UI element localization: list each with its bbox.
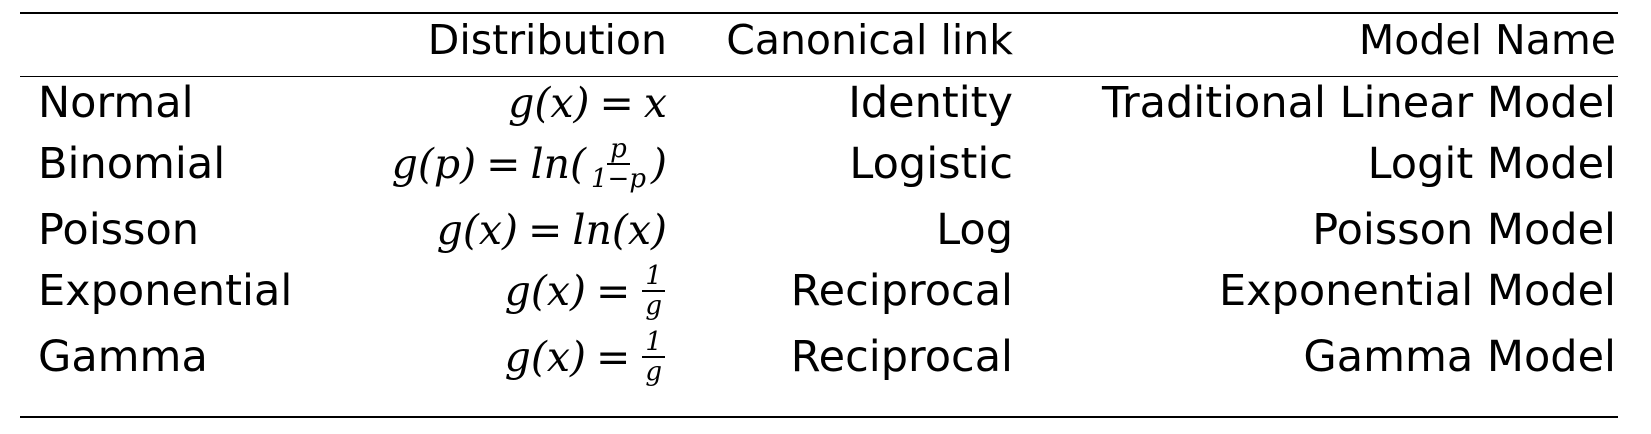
table-row: Gamma g(x) = 1 g Reciprocal Gamma Model bbox=[0, 324, 1651, 390]
formula-pre: ln( bbox=[530, 140, 587, 188]
canonical-link: Logistic bbox=[849, 139, 1013, 189]
canonical-link: Log bbox=[936, 205, 1013, 255]
table-bottom-rule bbox=[20, 416, 1618, 418]
link-formula: g(x) = ln(x) bbox=[437, 197, 667, 263]
distribution-name: Gamma bbox=[38, 332, 208, 382]
formula-equals: = bbox=[595, 267, 631, 315]
distribution-name: Exponential bbox=[38, 266, 293, 316]
header-model-name: Model Name bbox=[1358, 16, 1616, 64]
header-row: Distribution Canonical link Model Name bbox=[0, 7, 1651, 73]
canonical-link: Identity bbox=[848, 78, 1013, 128]
formula-equals: = bbox=[595, 333, 631, 381]
formula-lhs: g(x) bbox=[436, 206, 518, 254]
header-distribution: Distribution bbox=[427, 16, 667, 64]
link-formula: g(x) = x bbox=[508, 70, 667, 136]
formula-rhs: x bbox=[643, 79, 667, 127]
distribution-name: Poisson bbox=[38, 205, 200, 255]
formula-rhs: ln(x) bbox=[572, 206, 667, 254]
model-name: Poisson Model bbox=[1312, 205, 1616, 255]
formula-fraction: 1 g bbox=[642, 328, 665, 386]
table-header-rule bbox=[20, 76, 1618, 77]
formula-fraction: 1 g bbox=[642, 262, 665, 320]
canonical-link: Reciprocal bbox=[790, 332, 1013, 382]
table-row: Normal g(x) = x Identity Traditional Lin… bbox=[0, 70, 1651, 136]
distribution-name: Normal bbox=[38, 78, 194, 128]
formula-lhs: g(x) bbox=[508, 79, 590, 127]
model-name: Gamma Model bbox=[1303, 332, 1616, 382]
formula-equals: = bbox=[486, 140, 521, 188]
link-formula: g(p) = ln( p 1−p ) bbox=[392, 131, 667, 197]
model-name: Exponential Model bbox=[1218, 266, 1616, 316]
link-formula: g(x) = 1 g bbox=[505, 258, 667, 324]
formula-lhs: g(x) bbox=[504, 333, 586, 381]
table-top-rule bbox=[20, 12, 1618, 14]
formula-fraction: p 1−p bbox=[588, 135, 649, 193]
fraction-numerator: 1 bbox=[642, 262, 665, 292]
formula-post: ) bbox=[651, 140, 667, 188]
fraction-denominator: g bbox=[645, 357, 662, 387]
model-name: Traditional Linear Model bbox=[1102, 78, 1616, 128]
model-name: Logit Model bbox=[1367, 139, 1616, 189]
formula-equals: = bbox=[528, 206, 563, 254]
fraction-denominator: g bbox=[645, 291, 662, 321]
link-formula: g(x) = 1 g bbox=[505, 324, 667, 390]
formula-lhs: g(x) bbox=[504, 267, 586, 315]
formula-lhs: g(p) bbox=[391, 140, 477, 188]
canonical-link: Reciprocal bbox=[790, 266, 1013, 316]
table-row: Poisson g(x) = ln(x) Log Poisson Model bbox=[0, 197, 1651, 263]
table-row: Binomial g(p) = ln( p 1−p ) Logistic Log… bbox=[0, 131, 1651, 197]
distribution-name: Binomial bbox=[38, 139, 226, 189]
fraction-denominator: 1−p bbox=[591, 164, 646, 194]
header-canonical-link: Canonical link bbox=[726, 16, 1013, 64]
fraction-numerator: p bbox=[607, 135, 630, 165]
fraction-numerator: 1 bbox=[642, 328, 665, 358]
formula-equals: = bbox=[599, 79, 634, 127]
table-row: Exponential g(x) = 1 g Reciprocal Expone… bbox=[0, 258, 1651, 324]
